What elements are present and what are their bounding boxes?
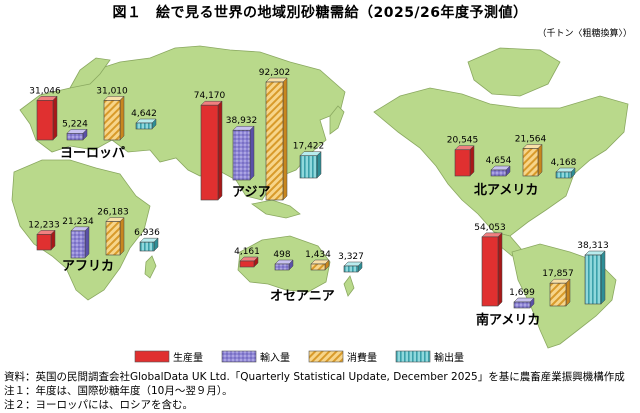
- value-label-region-0-import: 5,224: [62, 119, 88, 129]
- unit-label: （千トン〈粗糖換算〉）: [537, 29, 632, 39]
- region-label-region-2: アジア: [232, 185, 270, 200]
- land-scandinavia: [69, 57, 111, 89]
- bar-side-region-4-production: [469, 145, 475, 177]
- bar-region-5-export: [584, 254, 602, 305]
- value-label-region-4-export: 4,168: [551, 158, 577, 168]
- bar-region-5-production: [481, 236, 499, 307]
- bar-region-3-production: [239, 260, 255, 268]
- bar-region-0-export: [135, 122, 153, 130]
- legend-swatch-production: [134, 350, 170, 363]
- legend-label-production: 生産量: [173, 351, 203, 364]
- bar-region-3-consumption: [310, 263, 326, 271]
- value-label-region-4-production: 20,545: [447, 136, 479, 146]
- value-label-region-4-import: 4,654: [486, 156, 512, 166]
- value-label-region-2-consumption: 92,302: [259, 68, 291, 78]
- bar-region-0-production: [36, 100, 54, 141]
- bar-region-0-consumption: [103, 100, 121, 141]
- value-label-region-4-consumption: 21,564: [515, 134, 547, 144]
- legend-label-export: 輸出量: [434, 351, 464, 364]
- bar-side-region-0-consumption: [119, 95, 125, 141]
- bar-region-1-export: [139, 241, 155, 252]
- value-label-region-1-production: 12,233: [28, 220, 60, 230]
- bar-side-region-0-production: [52, 95, 58, 141]
- value-label-region-2-export: 17,422: [293, 142, 325, 152]
- land-madagascar: [144, 255, 157, 279]
- value-label-region-5-import: 1,699: [509, 288, 535, 298]
- legend-swatch-import: [221, 350, 257, 363]
- value-label-region-1-import: 21,234: [62, 217, 94, 227]
- bar-side-region-5-export: [600, 250, 606, 305]
- value-label-region-3-import: 498: [273, 250, 290, 260]
- value-label-region-1-consumption: 26,183: [97, 208, 129, 218]
- value-label-region-3-export: 3,327: [338, 252, 364, 262]
- land-se-asia: [251, 199, 301, 219]
- legend-label-consumption: 消費量: [347, 351, 377, 364]
- land-greenland: [467, 47, 561, 97]
- bar-region-5-import: [513, 301, 531, 309]
- bar-side-region-2-consumption: [282, 77, 288, 201]
- bar-side-region-5-production: [497, 232, 503, 307]
- bar-region-4-import: [490, 169, 507, 177]
- bar-side-region-1-consumption: [119, 216, 125, 256]
- value-label-region-5-production: 54,053: [474, 223, 506, 233]
- bar-side-region-1-import: [84, 226, 90, 259]
- land-masses: [11, 45, 629, 349]
- bar-region-0-import: [66, 133, 84, 141]
- legend-swatch-consumption: [308, 350, 344, 363]
- bar-side-region-2-production: [217, 100, 223, 201]
- bar-side-region-4-consumption: [537, 143, 543, 177]
- bar-side-region-2-import: [249, 125, 255, 181]
- region-label-region-1: アフリカ: [62, 259, 114, 274]
- value-label-region-0-production: 31,046: [29, 86, 61, 96]
- bar-region-1-production: [36, 234, 52, 251]
- legend-item-consumption: 消費量: [308, 350, 377, 364]
- region-label-region-0: ヨーロッパ: [60, 146, 125, 161]
- bar-region-4-production: [454, 149, 471, 177]
- legend-item-import: 輸入量: [221, 350, 290, 364]
- legend-swatch-export: [395, 350, 431, 363]
- value-label-region-3-consumption: 1,434: [305, 250, 331, 260]
- bar-region-2-production: [200, 104, 219, 201]
- note-2: 注２：ヨーロッパには、ロシアを含む。: [4, 399, 193, 411]
- value-label-region-0-export: 4,642: [131, 109, 157, 119]
- land-japan: [329, 105, 345, 135]
- bar-region-4-consumption: [522, 148, 539, 177]
- chart-title: 図１ 絵で見る世界の地域別砂糖需給（2025/26年度予測値）: [112, 5, 528, 21]
- bar-region-2-consumption: [265, 81, 284, 201]
- region-label-region-4: 北アメリカ: [474, 183, 538, 198]
- value-label-region-5-consumption: 17,857: [542, 269, 574, 279]
- bar-region-3-import: [274, 263, 290, 271]
- legend-label-import: 輸入量: [260, 351, 290, 364]
- bar-region-1-import: [70, 230, 86, 259]
- value-label-region-1-export: 6,936: [134, 228, 160, 238]
- legend: 生産量 輸入量 消費量 輸出量: [0, 347, 640, 367]
- land-nz: [343, 275, 355, 297]
- bar-region-3-export: [343, 265, 359, 273]
- value-label-region-2-import: 38,932: [226, 116, 258, 126]
- source-note: 資料：英国の民間調査会社GlobalData UK Ltd.「Quarterly…: [4, 371, 625, 383]
- legend-item-export: 輸出量: [395, 350, 464, 364]
- legend-item-production: 生産量: [134, 350, 203, 364]
- value-label-region-0-consumption: 31,010: [96, 86, 128, 96]
- note-1: 注１：年度は、国際砂糖年度（10月～翌９月）。: [4, 385, 233, 397]
- region-label-region-5: 南アメリカ: [476, 312, 540, 328]
- bar-region-5-consumption: [549, 282, 567, 307]
- value-label-region-3-production: 4,161: [234, 247, 260, 257]
- value-label-region-5-export: 38,313: [577, 241, 609, 251]
- bar-region-2-export: [299, 155, 318, 179]
- bar-side-region-2-export: [316, 151, 322, 179]
- bar-region-2-import: [232, 129, 251, 181]
- bar-side-region-5-consumption: [565, 278, 571, 307]
- bar-region-1-consumption: [105, 221, 121, 256]
- bar-region-4-export: [555, 171, 572, 179]
- region-label-region-3: オセアニア: [270, 289, 335, 304]
- value-label-region-2-production: 74,170: [194, 91, 226, 101]
